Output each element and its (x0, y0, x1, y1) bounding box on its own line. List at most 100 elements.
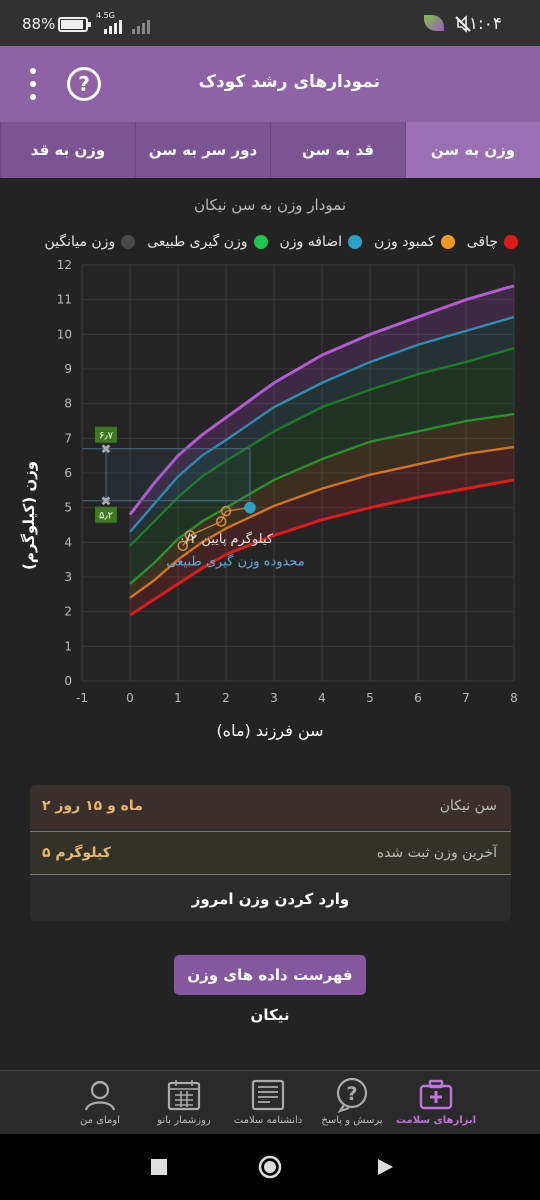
help-icon[interactable]: ? (67, 67, 101, 101)
x-tick-label: 0 (126, 691, 134, 705)
series-line (128, 284, 515, 516)
battery-percent: 88% (22, 15, 56, 33)
x-tick-label: 6 (414, 691, 422, 705)
y-tick-label: 11 (57, 293, 72, 307)
range-badge (95, 506, 117, 523)
signal-icon (104, 20, 122, 34)
x-tick-label: 7 (462, 691, 470, 705)
x-axis-label: سن فرزند (ماه) (216, 721, 324, 740)
age-value: ۲ ماه و ۱۵ روز (42, 798, 143, 814)
tab-head-circumference-for-age[interactable]: دور سر به سن (135, 122, 270, 178)
legend-item-normal-gain[interactable]: وزن گیری طبیعی (147, 234, 268, 250)
back-icon[interactable] (376, 1158, 394, 1176)
nav-label: ابزارهای سلامت (395, 1115, 477, 1126)
y-tick-label: 3 (64, 570, 72, 584)
nav-calendar[interactable]: روزشمار بانو (142, 1071, 226, 1134)
legend-dot (121, 235, 136, 249)
last-weight-label: آخرین وزن ثبت شده (376, 845, 497, 861)
network-type: 4.5G (96, 11, 115, 20)
x-tick-label: 1 (174, 691, 182, 705)
x-tick-label: -1 (76, 691, 88, 705)
y-tick-label: 12 (57, 258, 72, 272)
mute-icon (455, 15, 471, 33)
y-tick-label: 0 (64, 674, 72, 688)
tab-height-for-age[interactable]: قد به سن (270, 122, 405, 178)
range-badge-label: ۶٫۷ (99, 431, 114, 442)
child-weight-point (177, 540, 189, 552)
band-area (130, 414, 514, 598)
age-label: سن نیکان (439, 798, 497, 814)
legend-item-overweight[interactable]: اضافه وزن (280, 234, 363, 250)
age-row: سن نیکان ۲ ماه و ۱۵ روز (30, 785, 511, 829)
child-weight-point (215, 516, 227, 527)
signal-icon-secondary (132, 20, 150, 34)
range-badge-label: ۵٫۲ (99, 511, 113, 522)
tab-weight-for-height[interactable]: وزن به قد (0, 122, 135, 178)
nav-profile[interactable]: اومای من (58, 1071, 142, 1134)
legend-item-obesity[interactable]: چاقی (467, 234, 518, 250)
x-tick-label: 5 (366, 691, 374, 705)
series-line (129, 412, 515, 585)
recent-apps-icon[interactable] (150, 1158, 168, 1176)
nav-questions[interactable]: ? پرسش و پاسخ (310, 1071, 394, 1134)
tab-bar: وزن به سن قد به سن دور سر به سن وزن به ق… (0, 122, 540, 178)
calendar-icon (167, 1080, 201, 1111)
enter-today-weight-button[interactable]: وارد کردن وزن امروز (191, 890, 350, 908)
range-marker-x: ✖ (101, 443, 112, 458)
nav-label: دانشنامه سلامت (233, 1115, 303, 1126)
series-line (129, 315, 515, 533)
chart-title: نمودار وزن به سن نیکان (193, 196, 347, 214)
range-badge (95, 426, 117, 443)
y-tick-label: 10 (57, 327, 72, 341)
legend-dot (440, 235, 455, 249)
series-line (129, 347, 515, 547)
annotation-below-range: ۰/۲ کیلوگرم پایین (179, 531, 274, 547)
y-axis-label: وزن (کیلوگرم) (20, 420, 44, 570)
last-weight-row: آخرین وزن ثبت شده ۵ کیلوگرم (30, 831, 511, 875)
weight-data-list-button[interactable]: فهرست داده های وزن نیکان (174, 955, 366, 1024)
band-area (130, 348, 514, 584)
legend-item-underweight[interactable]: کمبود وزن (374, 234, 455, 250)
child-weight-point (220, 505, 232, 517)
nav-label: اومای من (80, 1115, 120, 1126)
first-aid-kit-icon (419, 1079, 453, 1110)
app-header: نمودارهای رشد کودک ? (0, 46, 540, 122)
annotation-normal-range: محدوده وزن گیری طبیعی (166, 553, 304, 569)
svg-text:?: ? (346, 1083, 357, 1105)
series-line (129, 445, 515, 599)
y-tick-label: 4 (64, 535, 72, 549)
normal-range-box (105, 448, 251, 502)
legend-label: وزن میانگین (44, 234, 116, 250)
legend-label: وزن گیری طبیعی (147, 234, 248, 250)
status-bar: ۱:۰۴ 88% 4.5G (0, 0, 540, 46)
legend-label: اضافه وزن (279, 234, 343, 250)
profile-icon (84, 1080, 116, 1111)
legend-item-average[interactable]: وزن میانگین (44, 234, 136, 250)
nav-encyclopedia[interactable]: دانشنامه سلامت (226, 1071, 310, 1134)
tab-weight-for-age[interactable]: وزن به سن (405, 122, 540, 178)
band-area (130, 447, 514, 616)
child-info-card: سن نیکان ۲ ماه و ۱۵ روز آخرین وزن ثبت شد… (30, 785, 511, 921)
nav-health-tools[interactable]: ابزارهای سلامت (394, 1071, 478, 1134)
legend-dot (504, 235, 518, 249)
y-tick-label: 6 (64, 466, 72, 480)
x-tick-label: 2 (222, 691, 230, 705)
y-axis-label-text: وزن (کیلوگرم) (20, 460, 38, 570)
y-tick-label: 8 (64, 397, 72, 411)
chart-legend: چاقی کمبود وزن اضافه وزن وزن گیری طبیعی … (8, 234, 518, 250)
y-tick-label: 7 (64, 431, 72, 445)
child-weight-point (244, 501, 256, 514)
y-tick-label: 5 (64, 501, 72, 515)
y-tick-label: 2 (64, 605, 72, 619)
bottom-navigation: ابزارهای سلامت ? پرسش و پاسخ دانشنامه سل… (0, 1070, 540, 1134)
child-weight-point (184, 530, 196, 541)
clock: ۱:۰۴ (468, 14, 502, 34)
nav-label: روزشمار بانو (157, 1115, 211, 1126)
question-bubble-icon: ? (336, 1077, 368, 1113)
last-weight-value: ۵ کیلوگرم (42, 845, 111, 861)
more-menu-icon[interactable] (25, 66, 41, 102)
y-tick-label: 9 (64, 362, 72, 376)
home-icon[interactable] (258, 1155, 282, 1179)
legend-dot (253, 235, 268, 249)
